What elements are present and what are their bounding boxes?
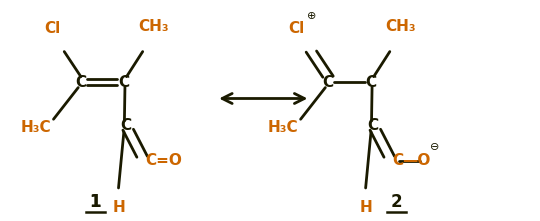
Text: C=O: C=O: [145, 153, 181, 168]
Text: C: C: [322, 75, 334, 90]
Text: C: C: [366, 75, 376, 90]
Text: $\mathdefault{1}$: $\mathdefault{1}$: [89, 193, 102, 211]
Text: C: C: [392, 153, 403, 168]
Text: H: H: [359, 200, 372, 215]
Text: CH₃: CH₃: [138, 19, 168, 34]
Text: ⊖: ⊖: [430, 142, 439, 152]
Text: C: C: [120, 118, 132, 133]
Text: CH₃: CH₃: [385, 19, 416, 34]
Text: C: C: [76, 75, 86, 90]
Text: —O: —O: [402, 153, 430, 168]
Text: 1: 1: [90, 193, 101, 211]
Text: C: C: [368, 118, 379, 133]
Text: H: H: [112, 200, 125, 215]
Text: Cl: Cl: [44, 21, 60, 36]
Text: Cl: Cl: [289, 21, 305, 36]
Text: ⊕: ⊕: [307, 11, 316, 21]
Text: 2: 2: [390, 193, 402, 211]
Text: C: C: [118, 75, 130, 90]
Text: H₃C: H₃C: [21, 120, 52, 135]
Text: H₃C: H₃C: [268, 120, 299, 135]
